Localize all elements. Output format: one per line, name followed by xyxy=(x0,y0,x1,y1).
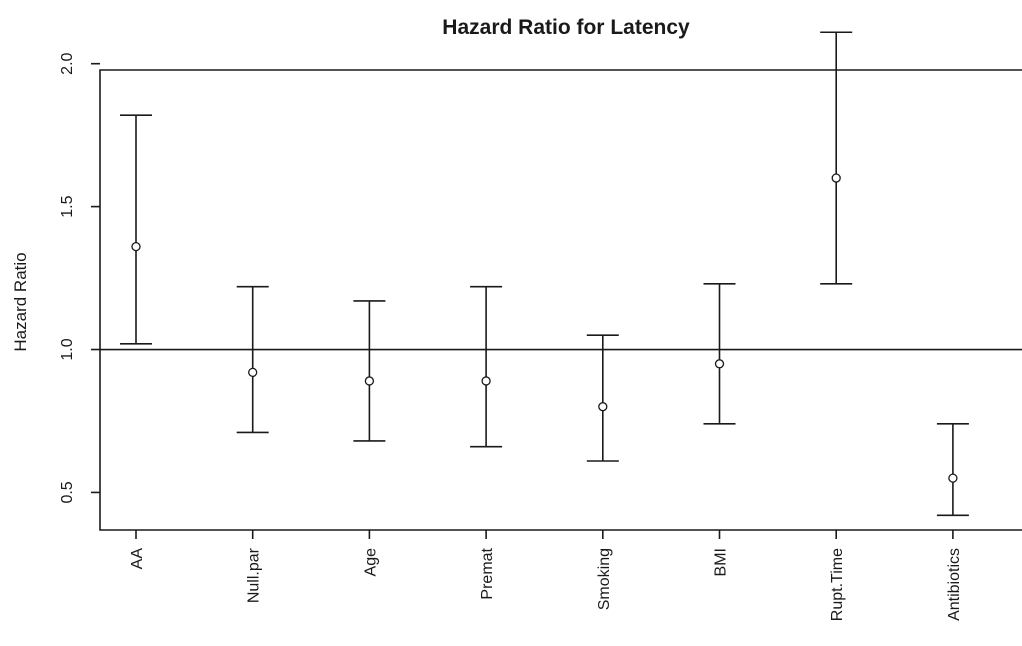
x-tick-label: Null.par xyxy=(246,547,263,603)
data-point xyxy=(481,376,491,386)
data-point xyxy=(831,173,841,183)
x-tick-label: Premat xyxy=(479,547,496,599)
y-tick-label: 0.5 xyxy=(59,481,76,503)
data-point xyxy=(598,402,608,412)
x-tick-label: Antibiotics xyxy=(946,548,963,621)
plot-area: 0.5 1.0 1.5 2.0 AA Null.par Age Premat Smoking BM… xyxy=(59,31,1022,621)
x-tick-label: Rupt.Time xyxy=(829,548,846,621)
x-tick-label: Smoking xyxy=(596,548,613,610)
y-tick-label: 1.5 xyxy=(59,195,76,217)
x-tick-label: Age xyxy=(362,548,379,577)
data-point xyxy=(714,359,725,369)
data-point xyxy=(948,473,958,483)
x-tick-label: BMI xyxy=(713,548,730,576)
y-axis-title: Hazard Ratio xyxy=(11,252,30,351)
y-tick-label: 2.0 xyxy=(59,52,76,74)
data-point xyxy=(131,241,141,252)
x-tick-label: AA xyxy=(129,548,146,570)
y-tick-label: 1.0 xyxy=(59,338,76,360)
data-point xyxy=(248,367,258,378)
data-point xyxy=(364,376,375,386)
chart-title: Hazard Ratio for Latency xyxy=(442,16,690,39)
plot-frame xyxy=(99,69,1022,531)
